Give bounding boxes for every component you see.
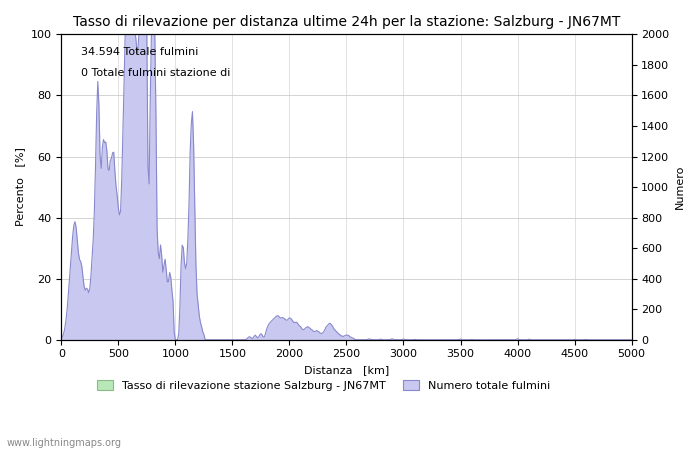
Text: 0 Totale fulmini stazione di: 0 Totale fulmini stazione di xyxy=(81,68,230,78)
X-axis label: Distanza   [km]: Distanza [km] xyxy=(304,365,389,375)
Legend: Tasso di rilevazione stazione Salzburg - JN67MT, Numero totale fulmini: Tasso di rilevazione stazione Salzburg -… xyxy=(92,376,555,395)
Text: www.lightningmaps.org: www.lightningmaps.org xyxy=(7,438,122,448)
Text: 34.594 Totale fulmini: 34.594 Totale fulmini xyxy=(81,46,199,57)
Y-axis label: Numero: Numero xyxy=(675,165,685,209)
Title: Tasso di rilevazione per distanza ultime 24h per la stazione: Salzburg - JN67MT: Tasso di rilevazione per distanza ultime… xyxy=(73,15,620,29)
Y-axis label: Percento   [%]: Percento [%] xyxy=(15,148,25,226)
